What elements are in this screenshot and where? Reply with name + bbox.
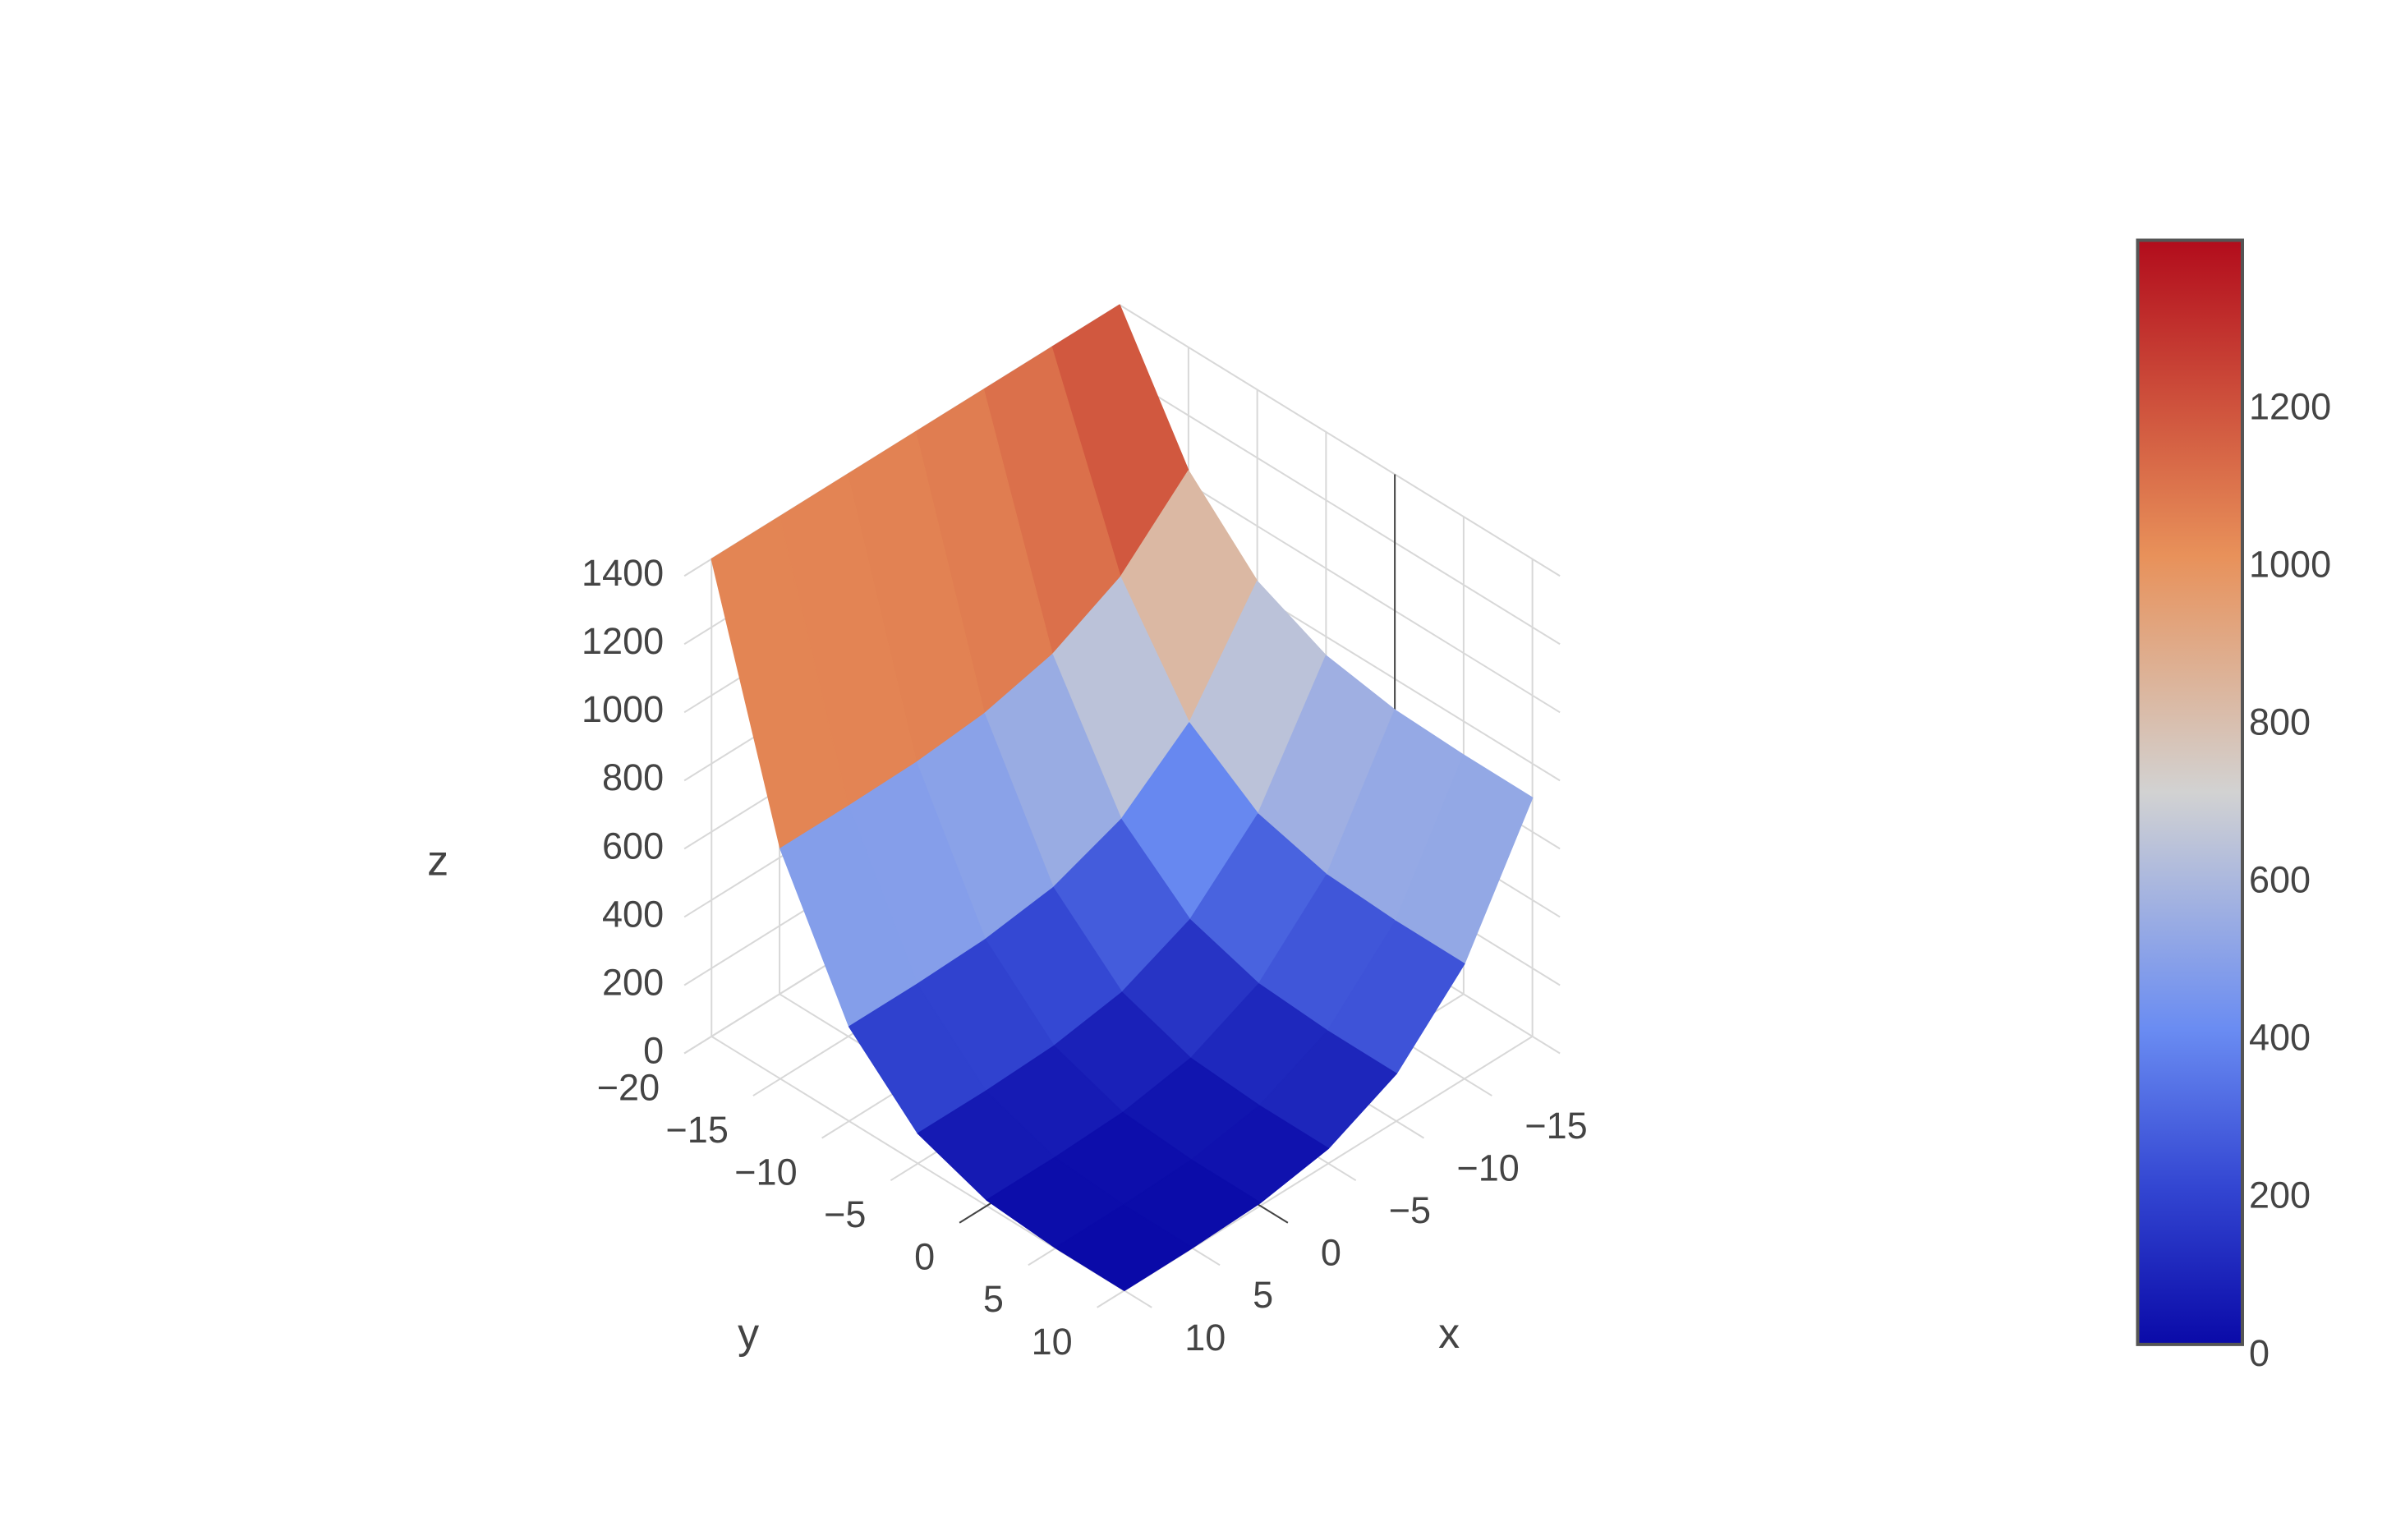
z-tick-label: 1200: [582, 620, 664, 662]
grid-line: [1119, 372, 1561, 646]
grid-line: [1119, 304, 1561, 577]
y-tick-label: −15: [666, 1109, 729, 1151]
y-tick-label: 0: [914, 1236, 935, 1278]
z-tick-label: 400: [602, 893, 664, 935]
x-tick-label: −10: [1457, 1147, 1520, 1189]
colorbar-fill: [2136, 238, 2244, 1346]
y-axis-title: y: [738, 1310, 759, 1358]
x-tick-label: 10: [1184, 1317, 1226, 1358]
y-tick-label: 10: [1032, 1321, 1073, 1363]
colorbar-tick-label: 800: [2249, 701, 2311, 743]
colorbar-tick-label: 600: [2249, 859, 2311, 901]
colorbar: 0 200 400 600 800 1000 1200: [2136, 238, 2331, 1374]
y-tick-label: −10: [734, 1152, 797, 1193]
x-tick-label: −5: [1389, 1189, 1431, 1231]
y-tick-label: −20: [597, 1066, 660, 1108]
z-tick-label: 200: [602, 961, 664, 1003]
x-tick-label: −15: [1525, 1105, 1587, 1147]
surface-cell: [1055, 1204, 1193, 1292]
y-tick-label: 5: [983, 1278, 1004, 1320]
colorbar-tick-label: 400: [2249, 1017, 2311, 1059]
z-tick-label: 800: [602, 756, 664, 798]
scene: 0200400600800100012001400−15−10−50510−20…: [427, 304, 1588, 1363]
colorbar-tick-label: 1200: [2249, 385, 2331, 427]
x-tick-label: 5: [1253, 1274, 1273, 1316]
z-tick-label: 600: [602, 825, 664, 867]
z-tick-label: 0: [643, 1029, 664, 1071]
z-axis-title: z: [427, 838, 448, 885]
x-axis-title: x: [1438, 1310, 1460, 1358]
y-tick-label: −5: [824, 1193, 866, 1235]
colorbar-tick-label: 200: [2249, 1175, 2311, 1216]
colorbar-tick-label: 1000: [2249, 543, 2331, 585]
x-tick-label: 0: [1321, 1232, 1341, 1274]
z-tick-label: 1000: [582, 688, 664, 730]
z-tick-label: 1400: [582, 552, 664, 594]
colorbar-tick-label: 0: [2249, 1332, 2270, 1374]
